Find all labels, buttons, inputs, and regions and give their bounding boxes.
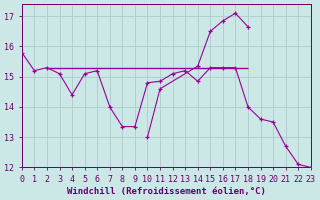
X-axis label: Windchill (Refroidissement éolien,°C): Windchill (Refroidissement éolien,°C) (67, 187, 266, 196)
